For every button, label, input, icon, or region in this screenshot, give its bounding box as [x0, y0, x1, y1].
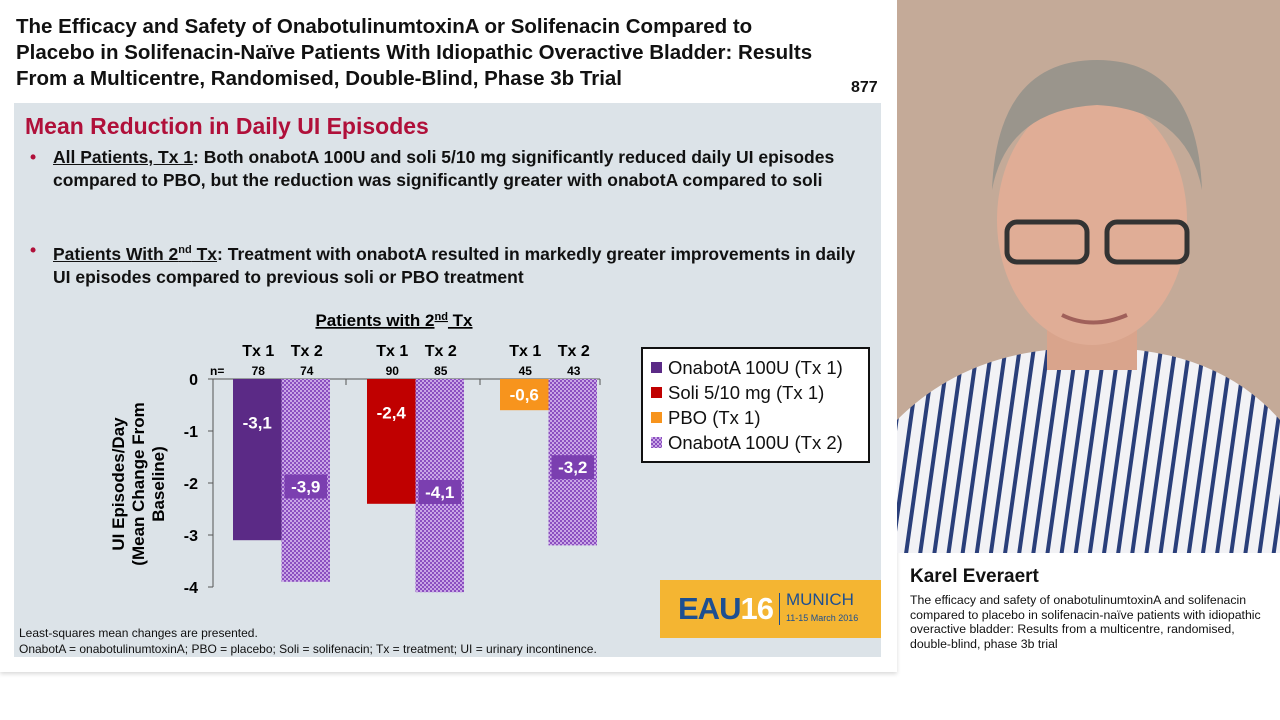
data-label-bg: [551, 455, 594, 480]
legend-label: OnabotA 100U (Tx 1): [668, 356, 843, 378]
logo-dates: 11-15 March 2016: [785, 613, 859, 623]
legend-swatch: [651, 437, 662, 448]
eau16-logo: EAU16 MUNICH 11-15 March 2016: [660, 580, 881, 638]
speaker-name: Karel Everaert: [910, 566, 1039, 587]
bullet-2: • Patients With 2nd Tx: Treatment with o…: [30, 239, 860, 289]
chart-legend: OnabotA 100U (Tx 1) Soli 5/10 mg (Tx 1) PB…: [641, 347, 870, 463]
bar-category-label: Tx 1: [242, 343, 274, 360]
slide-number: 877: [851, 79, 878, 96]
speaker-video: [897, 0, 1280, 553]
bar-n-label: 85: [434, 364, 448, 378]
svg-text:Baseline): Baseline): [149, 446, 168, 522]
chart-title: Patients with 2nd Tx: [315, 311, 473, 330]
bar-n-label: 45: [519, 364, 533, 378]
legend-item: Soli 5/10 mg (Tx 1): [651, 380, 868, 405]
bullet-sup: nd: [178, 244, 192, 256]
y-axis-label: UI Episodes/Day (Mean Change From Baseli…: [109, 402, 168, 565]
y-tick-label: -1: [184, 424, 198, 441]
legend-label: Soli 5/10 mg (Tx 1): [668, 381, 825, 403]
logo-city: MUNICH: [785, 590, 854, 609]
bullet-lead: All Patients, Tx 1: [53, 147, 194, 167]
bar-data-label: -4,1: [425, 483, 454, 502]
slide: The Efficacy and Safety of Onabotulinumt…: [14, 15, 881, 657]
data-label-bg: [284, 474, 327, 499]
bullet-text: : Both onabotA 100U and soli 5/10 mg sig…: [53, 147, 835, 190]
bar-data-label: -3,9: [291, 477, 320, 496]
bullet-lead: Patients With 2: [53, 243, 179, 264]
bar-2-1: [367, 379, 416, 504]
legend-item: OnabotA 100U (Tx 2): [651, 430, 868, 455]
speaker-photo: [897, 60, 1280, 553]
footnote-2: OnabotA = onabotulinumtoxinA; PBO = plac…: [19, 642, 597, 656]
legend-swatch: [651, 412, 662, 423]
n-label: n=: [210, 364, 224, 378]
bar-data-label: -2,4: [377, 404, 407, 423]
legend-item: PBO (Tx 1): [651, 405, 868, 430]
y-tick-label: -4: [184, 580, 198, 597]
legend-swatch: [651, 387, 662, 398]
y-tick-label: -3: [184, 528, 198, 545]
slide-title: The Efficacy and Safety of Onabotulinumt…: [16, 15, 813, 90]
y-tick-label: 0: [189, 372, 198, 389]
legend-swatch: [651, 362, 662, 373]
bar-chart: Patients with 2nd Tx UI Episodes/Day (Me…: [109, 311, 601, 597]
slide-heading: Mean Reduction in Daily UI Episodes: [25, 113, 429, 139]
legend-item: OnabotA 100U (Tx 1): [651, 355, 868, 380]
bullet-lead-end: Tx: [191, 243, 218, 264]
data-label-bg: [418, 479, 461, 504]
bar-category-label: Tx 2: [291, 343, 323, 360]
bar-n-label: 74: [300, 364, 314, 378]
bullet-dot: •: [30, 240, 37, 260]
bar-n-label: 43: [567, 364, 581, 378]
bar-data-label: -0,6: [510, 386, 539, 405]
bar-1-1: [233, 379, 282, 541]
svg-text:UI Episodes/Day: UI Episodes/Day: [109, 417, 128, 551]
footnote-1: Least-squares mean changes are presented…: [19, 626, 258, 640]
legend-label: OnabotA 100U (Tx 2): [668, 431, 843, 453]
bar-n-label: 78: [252, 364, 266, 378]
bullet-dot: •: [30, 147, 37, 167]
bar-category-label: Tx 2: [425, 343, 457, 360]
bar-category-label: Tx 2: [558, 343, 590, 360]
talk-description: The efficacy and safety of onabotulinumt…: [910, 593, 1261, 651]
bar-n-label: 90: [386, 364, 400, 378]
bar-category-label: Tx 1: [509, 343, 541, 360]
bullet-text: : Treatment with onabotA resulted in mar…: [53, 243, 856, 287]
y-tick-label: -2: [184, 476, 198, 493]
svg-text:(Mean Change From: (Mean Change From: [129, 402, 148, 565]
logo-text: EAU16: [678, 591, 774, 626]
bar-data-label: -3,1: [243, 414, 272, 433]
bar-category-label: Tx 1: [376, 343, 408, 360]
bullet-1: • All Patients, Tx 1: Both onabotA 100U …: [30, 146, 860, 192]
bar-data-label: -3,2: [558, 458, 587, 477]
legend-label: PBO (Tx 1): [668, 406, 761, 428]
bar-3-1: [500, 379, 549, 411]
